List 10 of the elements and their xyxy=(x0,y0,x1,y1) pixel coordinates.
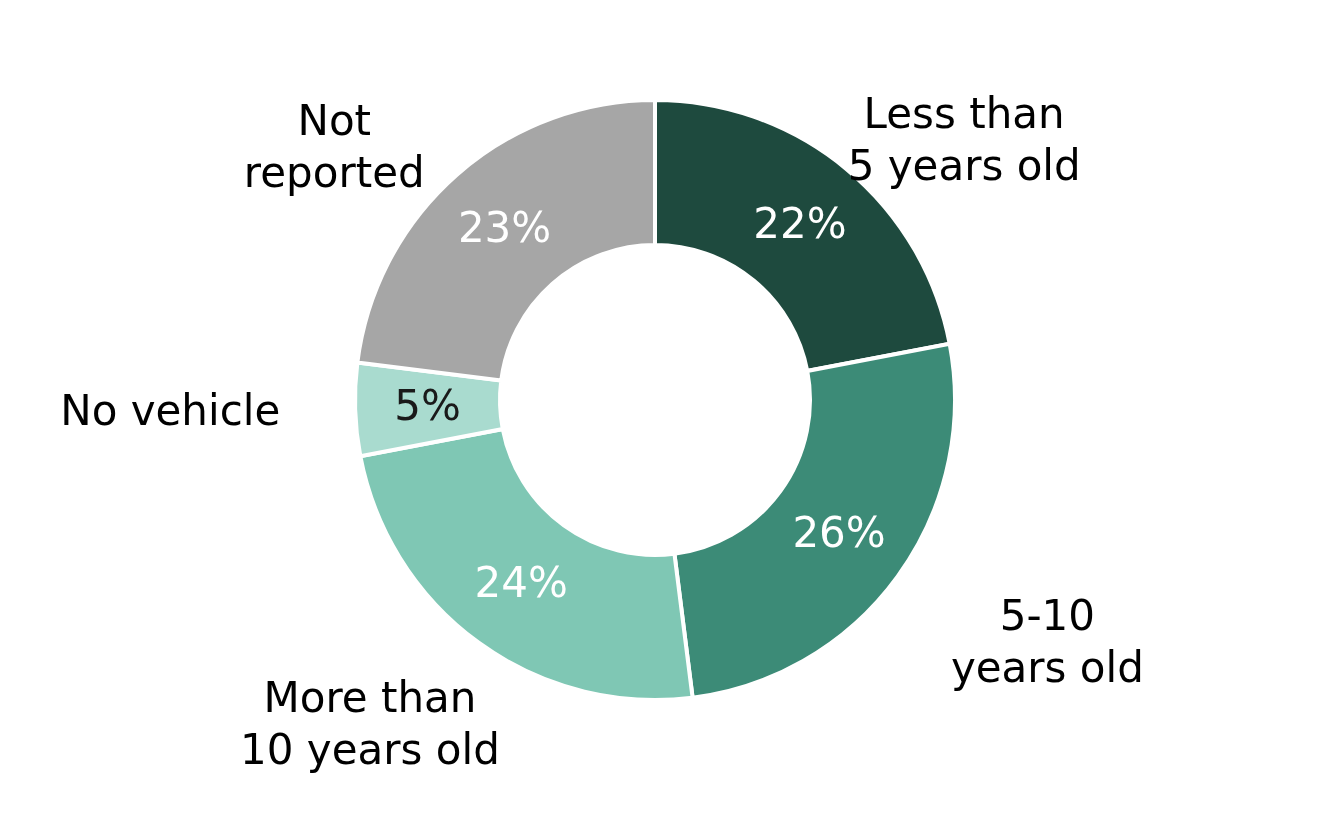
slice-label: Not reported xyxy=(243,96,425,198)
slice-label: No vehicle xyxy=(60,385,281,435)
slice-label: 5-10 years old xyxy=(950,591,1144,693)
slice-label: Less than 5 years old xyxy=(847,88,1081,190)
data-label: 5% xyxy=(394,381,461,431)
data-label: 23% xyxy=(457,203,552,253)
data-label: 22% xyxy=(753,198,847,248)
data-label: 24% xyxy=(474,558,568,608)
slice-label: More than 10 years old xyxy=(240,673,500,775)
data-label: 26% xyxy=(792,507,886,557)
